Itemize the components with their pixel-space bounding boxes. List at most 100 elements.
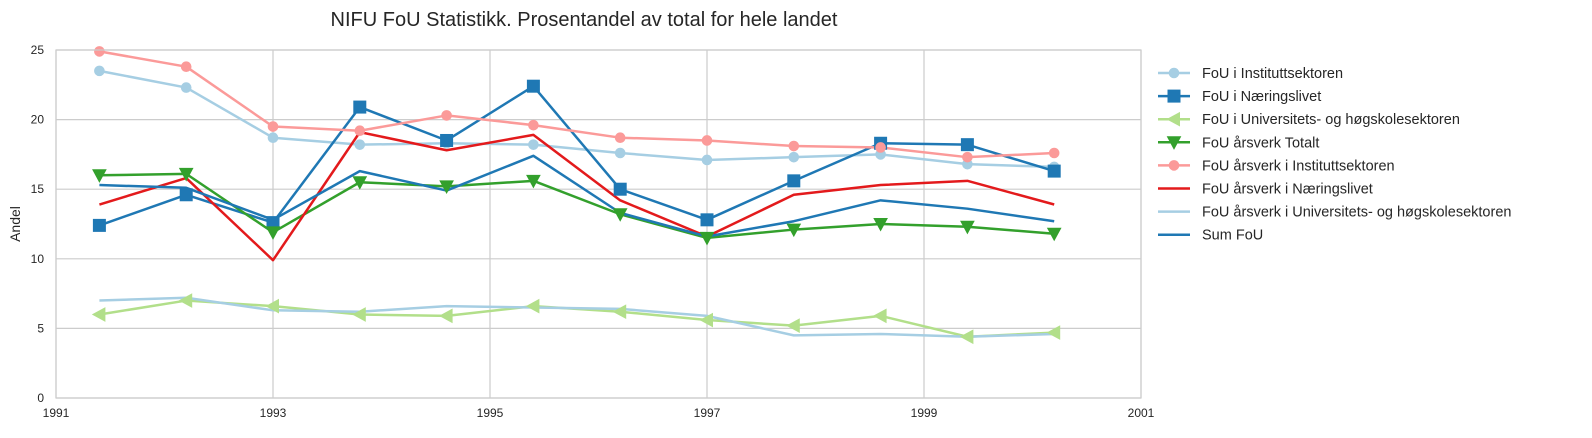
y-tick-label: 5 [37, 321, 44, 335]
data-point-0-7 [701, 154, 713, 166]
data-point-3-5 [526, 174, 541, 189]
x-tick-label: 2001 [1128, 406, 1155, 420]
data-point-1-4 [440, 133, 454, 147]
data-point-3-0 [92, 169, 107, 183]
data-point-1-8 [787, 174, 801, 188]
data-point-0-8 [788, 151, 800, 163]
data-point-2-1 [178, 293, 193, 308]
x-tick-label: 1995 [477, 406, 504, 420]
data-point-1-5 [526, 79, 540, 93]
data-point-0-3 [354, 139, 366, 150]
data-point-4-6 [614, 132, 626, 143]
legend-entry-4: FoU årsverk i Instituttsektoren [1158, 158, 1395, 174]
legend-label-3: FoU årsverk Totalt [1202, 135, 1319, 151]
series-line-4 [99, 50, 1055, 159]
y-axis-label: Andel [7, 206, 23, 242]
data-point-2-7 [699, 312, 713, 328]
data-point-1-6 [613, 182, 627, 196]
legend-entry-7: Sum FoU [1158, 228, 1263, 244]
data-point-4-10 [962, 151, 973, 163]
y-tick-label: 15 [31, 182, 45, 196]
data-point-3-1 [178, 167, 194, 182]
series-line-6 [99, 296, 1055, 339]
data-point-0-0 [94, 65, 105, 77]
legend-label-6: FoU årsverk i Universitets- og høgskoles… [1202, 205, 1511, 221]
series-lines [98, 50, 1055, 339]
plot-area [55, 46, 1142, 399]
data-point-3-2 [265, 226, 281, 240]
data-point-4-4 [441, 110, 452, 121]
legend-entry-2: FoU i Universitets- og høgskolesektoren [1158, 111, 1460, 128]
data-point-2-4 [439, 308, 453, 324]
data-point-2-8 [786, 318, 800, 333]
data-point-2-3 [352, 307, 366, 322]
data-point-4-1 [180, 61, 192, 73]
data-point-2-10 [959, 329, 974, 345]
legend-entry-1: FoU i Næringslivet [1158, 89, 1321, 105]
data-point-1-11 [1047, 164, 1061, 178]
data-point-0-6 [614, 147, 626, 159]
data-point-1-7 [700, 213, 714, 227]
data-point-4-7 [701, 135, 713, 146]
y-tick-label: 20 [31, 113, 45, 127]
data-point-3-3 [352, 176, 368, 190]
data-point-0-2 [267, 132, 279, 143]
x-tick-label: 1993 [260, 406, 287, 420]
data-point-3-8 [786, 223, 802, 238]
data-point-3-10 [960, 220, 975, 235]
y-tick-label: 25 [31, 43, 45, 57]
data-point-1-0 [92, 218, 106, 232]
legend-label-0: FoU i Instituttsektoren [1202, 66, 1343, 82]
data-point-4-0 [94, 46, 105, 57]
legend-entry-0: FoU i Instituttsektoren [1158, 66, 1343, 82]
data-point-4-3 [354, 125, 366, 137]
data-point-4-9 [875, 142, 886, 153]
data-point-2-6 [612, 304, 627, 320]
legend-entry-3: FoU årsverk Totalt [1158, 135, 1319, 151]
x-tick-labels: 1991 1993 1995 1997 1999 2001 [43, 406, 1155, 420]
legend-entry-6: FoU årsverk i Universitets- og høgskoles… [1158, 205, 1511, 221]
data-point-4-8 [788, 140, 800, 152]
chart-title: NIFU FoU Statistikk. Prosentandel av tot… [331, 9, 838, 31]
data-point-2-2 [265, 298, 279, 314]
data-point-2-5 [525, 298, 540, 314]
legend-label-7: Sum FoU [1202, 228, 1263, 244]
data-point-3-7 [699, 231, 715, 246]
legend-marker-1 [1167, 89, 1181, 103]
legend-label-4: FoU årsverk i Instituttsektoren [1202, 158, 1395, 174]
data-point-4-11 [1048, 147, 1060, 159]
data-point-1-1 [179, 188, 193, 202]
data-point-1-3 [353, 100, 367, 114]
series-line-0 [99, 69, 1055, 169]
data-point-1-10 [960, 138, 974, 152]
series-line-3 [99, 172, 1055, 240]
data-point-2-0 [91, 307, 106, 322]
legend-label-5: FoU årsverk i Næringslivet [1202, 182, 1373, 198]
data-point-2-11 [1046, 325, 1061, 340]
y-tick-labels: 0 5 10 15 20 25 [31, 43, 45, 405]
x-tick-label: 1999 [911, 406, 938, 420]
data-point-0-5 [528, 139, 539, 150]
data-point-4-2 [267, 121, 279, 132]
x-tick-label: 1997 [694, 406, 721, 420]
y-tick-label: 10 [31, 252, 45, 266]
legend-marker-3 [1166, 136, 1182, 150]
data-point-2-9 [873, 308, 887, 324]
legend: FoU i Instituttsektoren FoU i Næringslive… [1158, 66, 1511, 244]
data-point-3-9 [873, 218, 888, 232]
series-line-1 [98, 84, 1055, 227]
data-point-0-1 [180, 82, 192, 93]
legend-entry-5: FoU årsverk i Næringslivet [1158, 182, 1373, 198]
plot-frame [55, 49, 1142, 399]
legend-marker-0 [1168, 67, 1180, 79]
series-line-5 [99, 130, 1055, 262]
series-markers [91, 46, 1062, 345]
data-point-3-6 [612, 208, 628, 222]
legend-marker-4 [1168, 160, 1180, 171]
data-point-4-5 [528, 119, 539, 131]
x-tick-label: 1991 [43, 406, 70, 420]
y-tick-label: 0 [37, 391, 44, 405]
data-point-3-11 [1046, 227, 1062, 242]
series-line-7 [99, 154, 1055, 238]
